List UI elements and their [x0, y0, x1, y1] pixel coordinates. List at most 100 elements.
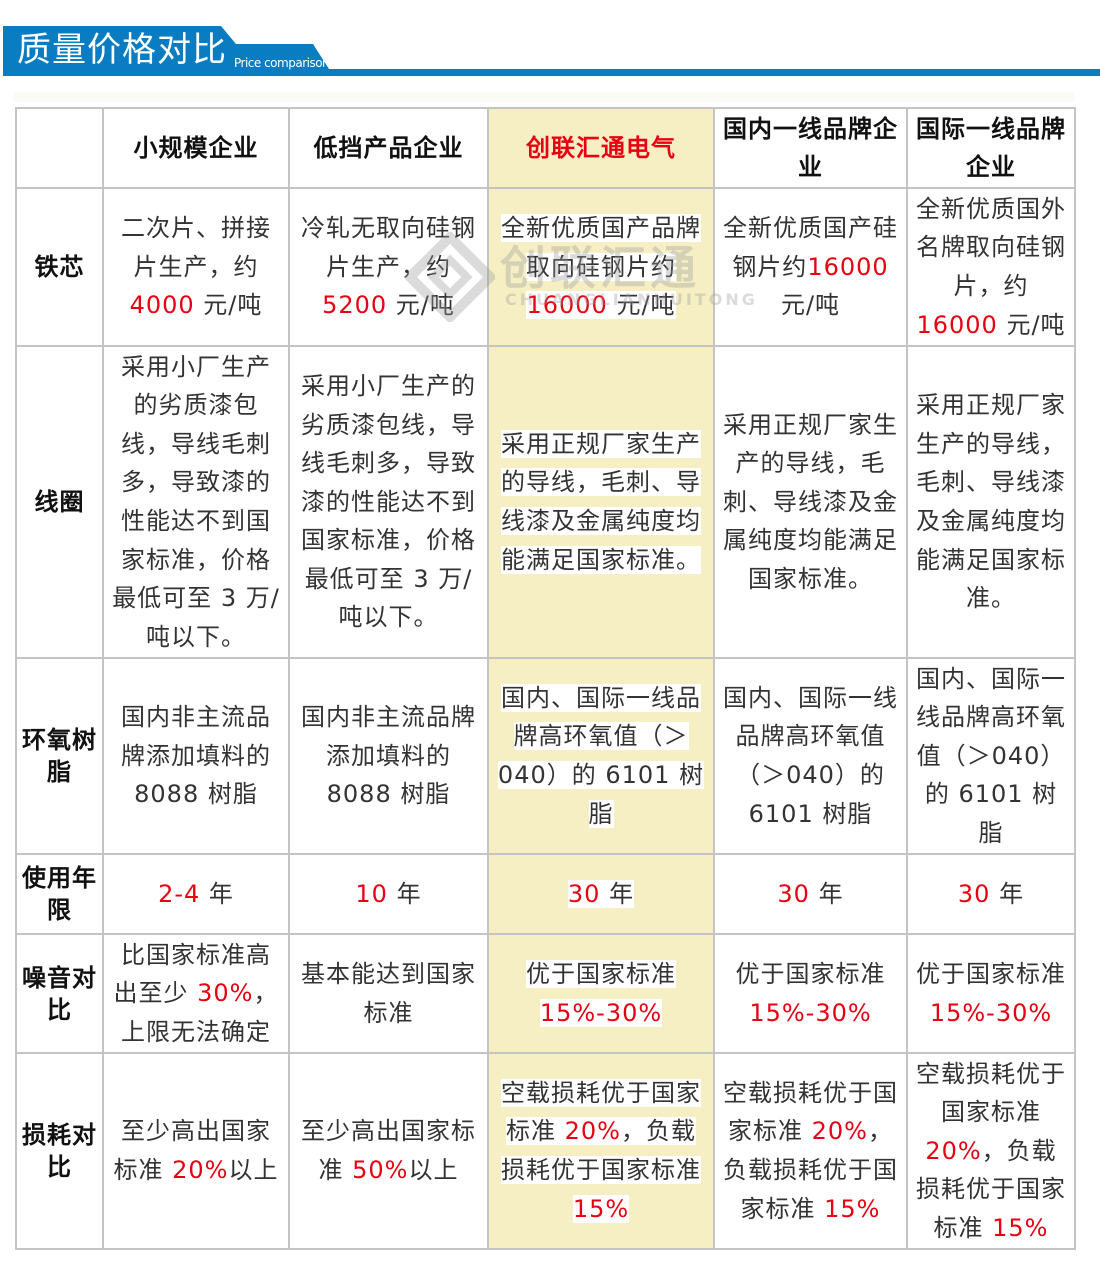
cell-text: 优于国家标准: [916, 959, 1066, 988]
table-row: 线圈 采用小厂生产的劣质漆包线，导线毛刺多，导致漆的性能达不到国家标准，价格最低可…: [15, 345, 1076, 659]
table-cell: 国内、国际一线品牌高环氧值（＞040）的 6101 树脂: [906, 657, 1076, 855]
cell-text: 国内、国际一线品牌高环氧值（＞040）的 6101 树脂: [916, 664, 1066, 847]
row-label: 线圈: [15, 345, 104, 659]
highlight-value: 4000: [129, 291, 195, 320]
table-cell: 全新优质国外名牌取向硅钢片，约 16000 元/吨: [906, 187, 1076, 347]
cell-text: 比国家标准高出至少: [113, 940, 271, 1008]
column-header: 小规模企业: [102, 107, 290, 189]
cell-text: 优于国家标准: [735, 959, 886, 988]
table-row: 环氧树脂 国内非主流品牌添加填料的 8088 树脂 国内非主流品牌添加填料的 808…: [15, 657, 1076, 855]
cell-text: 至少高出国家标准: [113, 1117, 271, 1184]
cell-text: 国内、国际一线品牌高环氧值（＞040）的 6101 树脂: [497, 683, 705, 828]
cell-text: 国内非主流品牌添加填料的 8088 树脂: [301, 703, 476, 809]
row-label: 损耗对比: [15, 1052, 104, 1250]
highlight-value: 15%: [992, 1213, 1049, 1242]
cell-text: 以上: [228, 1156, 279, 1184]
cell-text: 优于国家标准: [526, 959, 676, 988]
table-row: 噪音对比 比国家标准高出至少 30%，上限无法确定 基本能达到国家标准 优于国家标准 …: [15, 933, 1076, 1054]
cell-text: 全新优质国外名牌取向硅钢片，约: [916, 194, 1066, 300]
table-row: 损耗对比 至少高出国家标准 20%以上 至少高出国家标准 50%以上 空载损耗优于国家…: [15, 1052, 1076, 1250]
cell-text: 年: [600, 879, 635, 908]
cell-text: 空载损耗优于国家标准: [723, 1078, 898, 1146]
table-cell: 全新优质国产硅钢片约16000 元/吨: [713, 187, 908, 347]
table-cell: 至少高出国家标准 20%以上: [102, 1052, 290, 1250]
highlight-value: 16000: [916, 310, 998, 339]
table-row: 使用年限 2-4 年 10 年 30 年 30 年 30 年: [15, 853, 1076, 935]
cell-text: 采用正规厂家生产的导线，毛刺、导线漆及金属纯度均能满足国家标准。: [916, 391, 1066, 613]
cell-text: 国内非主流品牌添加填料的 8088 树脂: [121, 703, 271, 809]
table-cell: 国内、国际一线品牌高环氧值（＞040）的 6101 树脂: [713, 657, 908, 855]
cell-text: 年: [990, 879, 1025, 908]
row-label: 使用年限: [15, 853, 104, 935]
cell-text: 元/吨: [194, 291, 263, 320]
highlight-value: 20%: [172, 1156, 229, 1184]
table-cell: 采用正规厂家生产的导线，毛刺、导线漆及金属纯度均能满足国家标准。: [713, 345, 908, 659]
highlight-value: 20%: [925, 1136, 982, 1165]
table-cell: 至少高出国家标准 50%以上: [288, 1052, 489, 1250]
cell-text: 至少高出国家标准: [301, 1117, 476, 1184]
table-cell: 采用正规厂家生产的导线，毛刺、导线漆及金属纯度均能满足国家标准。: [487, 345, 715, 659]
cell-text: 年: [387, 879, 422, 908]
table-cell: 国内、国际一线品牌高环氧值（＞040）的 6101 树脂: [487, 657, 715, 855]
table-cell: 国内非主流品牌添加填料的 8088 树脂: [102, 657, 290, 855]
table-cell: 优于国家标准 15%-30%: [906, 933, 1076, 1054]
table-cell: 30 年: [713, 853, 908, 935]
table-cell: 二次片、拼接片生产，约 4000 元/吨: [102, 187, 290, 347]
section-banner: [3, 26, 1100, 78]
cell-text: 采用小厂生产的劣质漆包线，导线毛刺多，导致漆的性能达不到国家标准，价格最低可至 …: [301, 371, 476, 632]
table-cell: 采用小厂生产的劣质漆包线，导线毛刺多，导致漆的性能达不到国家标准，价格最低可至 …: [102, 345, 290, 659]
cell-text: 采用正规厂家生产的导线，毛刺、导线漆及金属纯度均能满足国家标准。: [723, 410, 898, 593]
highlight-value: 20%: [564, 1117, 621, 1146]
highlight-value: 2-4: [158, 879, 201, 908]
table-cell: 30 年: [906, 853, 1076, 935]
highlight-value: 30: [957, 879, 991, 908]
cell-text: 元/吨: [780, 291, 841, 320]
cell-text: 年: [200, 879, 234, 908]
column-header: 低挡产品企业: [288, 107, 489, 189]
highlight-value: 10: [355, 879, 388, 908]
highlight-value: 16000: [526, 291, 608, 320]
cell-text: 空载损耗优于国家标准: [916, 1059, 1066, 1127]
table-cell: 冷轧无取向硅钢片生产，约 5200 元/吨: [288, 187, 489, 347]
table-cell: 空载损耗优于国家标准 20%，负载损耗优于国家标准 15%: [487, 1052, 715, 1250]
cell-text: 全新优质国产硅钢片约: [723, 214, 898, 281]
table-row: 铁芯 二次片、拼接片生产，约 4000 元/吨 冷轧无取向硅钢片生产，约 5200 元/…: [15, 187, 1076, 347]
row-label: 噪音对比: [15, 933, 104, 1054]
table-cell: 基本能达到国家标准: [288, 933, 489, 1054]
cell-text: 元/吨: [387, 291, 455, 320]
cell-text: ，负载损耗优于国家标准: [723, 1117, 898, 1223]
header-row: 小规模企业 低挡产品企业 创联汇通电气 国内一线品牌企业 国际一线品牌企业: [15, 107, 1076, 189]
highlight-value: 30%: [197, 979, 254, 1008]
highlight-value: 15%-30%: [929, 998, 1053, 1027]
comparison-table: 小规模企业 低挡产品企业 创联汇通电气 国内一线品牌企业 国际一线品牌企业 铁芯 二次片、…: [15, 107, 1076, 1250]
table-cell: 10 年: [288, 853, 489, 935]
table-cell: 优于国家标准 15%-30%: [713, 933, 908, 1054]
header-corner: [15, 107, 104, 189]
page-title: 质量价格对比: [17, 30, 227, 70]
highlight-value: 15%-30%: [539, 998, 663, 1027]
highlight-value: 15%: [572, 1194, 630, 1223]
column-header: 国内一线品牌企业: [713, 107, 908, 189]
cell-text: 冷轧无取向硅钢片生产，约: [301, 214, 476, 281]
column-header: 创联汇通电气: [487, 107, 715, 189]
table-cell: 30 年: [487, 853, 715, 935]
cell-text: 元/吨: [997, 310, 1066, 339]
divider: [14, 92, 1074, 102]
row-label: 环氧树脂: [15, 657, 104, 855]
highlight-value: 30: [777, 879, 810, 908]
cell-text: ，上限无法确定: [121, 979, 279, 1046]
cell-text: 元/吨: [607, 291, 676, 320]
table-cell: 比国家标准高出至少 30%，上限无法确定: [102, 933, 290, 1054]
highlight-value: 50%: [352, 1156, 409, 1184]
table-cell: 2-4 年: [102, 853, 290, 935]
column-header: 国际一线品牌企业: [906, 107, 1076, 189]
cell-text: 国内、国际一线品牌高环氧值（＞040）的 6101 树脂: [723, 683, 898, 828]
table-cell: 优于国家标准 15%-30%: [487, 933, 715, 1054]
cell-text: 采用小厂生产的劣质漆包线，导线毛刺多，导致漆的性能达不到国家标准，价格最低可至 …: [112, 352, 280, 651]
cell-text: 基本能达到国家标准: [301, 959, 476, 1027]
table-cell: 空载损耗优于国家标准 20%，负载损耗优于国家标准 15%: [906, 1052, 1076, 1250]
cell-text: ，负载损耗优于国家标准: [916, 1136, 1066, 1242]
cell-text: 全新优质国产品牌取向硅钢片约: [501, 214, 701, 281]
highlight-value: 20%: [811, 1117, 868, 1146]
highlight-value: 15%: [824, 1194, 881, 1223]
